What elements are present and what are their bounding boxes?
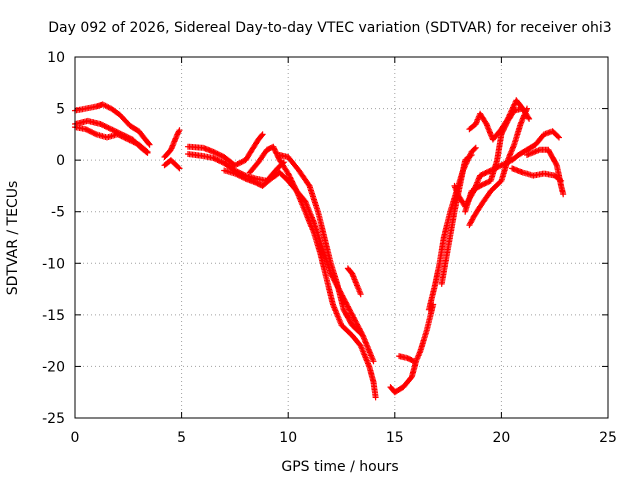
y-tick-label: 10 — [47, 50, 65, 66]
series-markers — [161, 127, 183, 160]
series-track-9 — [246, 143, 379, 401]
chart-title: Day 092 of 2026, Sidereal Day-to-day VTE… — [48, 20, 611, 36]
series-markers — [438, 152, 475, 287]
series-markers — [396, 353, 417, 365]
series-track-6 — [185, 131, 266, 169]
series-markers — [276, 152, 364, 337]
series-markers — [161, 157, 183, 172]
y-tick-label: 0 — [56, 153, 65, 169]
y-axis-label: SDTVAR / TECUs — [5, 181, 21, 296]
series-markers — [246, 143, 379, 401]
series-markers — [466, 97, 526, 143]
y-tick-label: -20 — [42, 359, 65, 375]
tick-labels: 0 5 10 15 20 25 -25 -20 -15 -10 -5 0 5 10 — [42, 50, 617, 446]
series-track-4 — [161, 127, 183, 160]
x-tick-label: 15 — [386, 430, 404, 446]
series-track-13 — [396, 353, 417, 365]
series-track-12 — [387, 301, 437, 396]
series-markers — [387, 301, 437, 396]
y-tick-label: -15 — [42, 308, 65, 324]
x-tick-label: 10 — [279, 430, 297, 446]
series-markers — [524, 146, 567, 198]
series-markers — [185, 131, 266, 169]
series-track-5 — [161, 157, 183, 172]
x-axis-label: GPS time / hours — [281, 459, 398, 475]
y-tick-label: -25 — [42, 411, 65, 427]
series-track-19 — [466, 97, 526, 143]
y-tick-label: 5 — [56, 102, 65, 118]
series-markers — [466, 105, 530, 229]
x-tick-label: 0 — [71, 430, 80, 446]
y-tick-label: -10 — [42, 256, 65, 272]
axes — [74, 56, 609, 419]
plot-frame — [74, 56, 609, 419]
series-track-18 — [466, 105, 530, 229]
x-tick-label: 20 — [492, 430, 510, 446]
grid-lines — [75, 57, 608, 418]
x-tick-label: 5 — [177, 430, 186, 446]
x-tick-label: 25 — [599, 430, 617, 446]
series-track-15 — [438, 152, 475, 287]
series-track-21 — [524, 146, 567, 198]
series-track-10 — [276, 152, 364, 337]
data-marks — [72, 97, 567, 401]
series-track-11 — [344, 265, 364, 298]
series-markers — [344, 265, 364, 298]
y-tick-label: -5 — [51, 205, 65, 221]
